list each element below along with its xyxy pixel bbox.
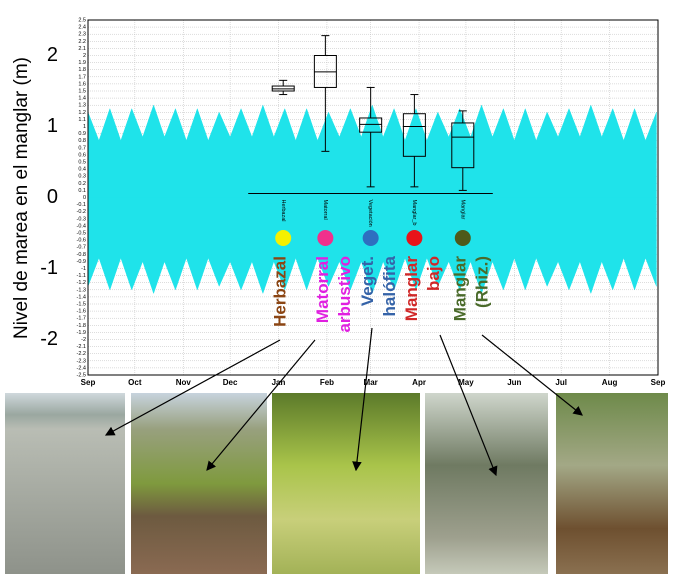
y-tick-label: 2: [83, 53, 86, 59]
y-tick-label: 0: [83, 195, 86, 201]
legend-dot: [455, 230, 471, 246]
habitat-label: Manglar: [450, 256, 469, 322]
x-tick-label: Feb: [320, 378, 334, 387]
y-major-tick-label: 2: [47, 44, 58, 66]
y-tick-label: -0.7: [77, 245, 86, 251]
photo-manglar-bajo: [425, 393, 548, 574]
x-tick-label: Aug: [602, 378, 618, 387]
x-tick-label: Sep: [81, 378, 96, 387]
habitat-label: halófita: [380, 255, 399, 316]
habitat-label: (Rhiz.): [472, 256, 491, 308]
y-tick-label: -1.7: [77, 316, 86, 322]
y-tick-label: -1.3: [77, 287, 86, 293]
x-tick-label: Apr: [412, 378, 426, 387]
y-tick-label: -0.9: [77, 259, 86, 265]
y-tick-label: -1.8: [77, 323, 86, 329]
y-tick-label: 1.8: [78, 67, 86, 73]
y-tick-label: -1.4: [77, 294, 86, 300]
y-tick-label: 0.1: [78, 188, 86, 194]
y-major-tick-label: -1: [40, 257, 58, 279]
y-tick-label: -2: [81, 337, 86, 343]
y-tick-label: 0.3: [78, 174, 86, 180]
y-tick-label: 0.8: [78, 138, 86, 144]
y-tick-label: -0.3: [77, 216, 86, 222]
photo-manglar-rhiz: [556, 393, 668, 574]
y-tick-label: 2.2: [78, 39, 86, 45]
y-tick-label: 1.6: [78, 81, 86, 87]
y-tick-label: -1.5: [77, 301, 86, 307]
photo-matorral: [131, 393, 267, 574]
legend-dot: [275, 230, 291, 246]
y-tick-label: 0.5: [78, 159, 86, 165]
habitat-label: Manglar: [402, 256, 421, 322]
y-tick-label: 0.9: [78, 131, 86, 137]
habitat-label: Matorral: [313, 256, 332, 323]
y-tick-label: -0.1: [77, 202, 86, 208]
x-tick-label: Dec: [223, 378, 238, 387]
y-tick-label: -2.3: [77, 358, 86, 364]
habitat-label: bajo: [424, 256, 443, 291]
y-tick-label: 2.5: [78, 17, 86, 23]
y-tick-label: 2.1: [78, 46, 86, 52]
y-tick-label: -2.2: [77, 351, 86, 357]
y-major-tick-label: -2: [40, 328, 58, 350]
legend-dot: [317, 230, 333, 246]
y-axis-title: Nivel de marea en el manglar (m): [11, 57, 32, 339]
y-tick-label: -2.4: [77, 365, 86, 371]
y-tick-label: 1: [83, 124, 86, 130]
y-tick-label: -0.4: [77, 223, 86, 229]
y-major-tick-label: 1: [47, 115, 58, 137]
y-tick-label: -1: [81, 266, 86, 272]
y-tick-label: 1.3: [78, 103, 86, 109]
y-tick-label: -1.9: [77, 330, 86, 336]
x-tick-label: Oct: [128, 378, 142, 387]
y-tick-label: 1.9: [78, 60, 86, 66]
x-tick-label: Jan: [272, 378, 286, 387]
y-tick-label: 0.7: [78, 145, 86, 151]
y-major-tick-label: 0: [47, 186, 58, 208]
y-tick-label: -0.8: [77, 252, 86, 258]
box-name: Herbazal: [280, 200, 286, 222]
habitat-label: arbustivo: [335, 256, 354, 333]
y-tick-label: 0.2: [78, 181, 86, 187]
box-name: Matorral: [322, 200, 328, 220]
x-tick-label: Nov: [176, 378, 192, 387]
y-tick-label: -2.1: [77, 344, 86, 350]
y-tick-label: 2.3: [78, 32, 86, 38]
tide-area: [88, 105, 656, 197]
y-tick-label: 0.6: [78, 152, 86, 158]
box-name: Manglar_b: [411, 200, 417, 226]
photo-herbazal: [5, 393, 125, 574]
photo-halofita: [272, 393, 420, 574]
box-name: Vegetación: [367, 200, 373, 227]
x-tick-label: Jun: [507, 378, 521, 387]
legend-dot: [406, 230, 422, 246]
y-tick-label: 1.7: [78, 74, 86, 80]
y-tick-label: -0.5: [77, 230, 86, 236]
y-tick-label: 1.1: [78, 117, 86, 123]
x-tick-label: Sep: [651, 378, 666, 387]
y-tick-label: -1.2: [77, 280, 86, 286]
y-tick-label: -1.1: [77, 273, 86, 279]
habitat-label: Herbazal: [271, 256, 290, 327]
y-tick-label: 2.4: [78, 25, 86, 31]
box-name: Manglar: [459, 200, 465, 220]
y-tick-label: 1.5: [78, 88, 86, 94]
y-tick-label: 1.2: [78, 110, 86, 116]
legend-dot: [363, 230, 379, 246]
y-tick-label: -0.6: [77, 238, 86, 244]
y-tick-label: -0.2: [77, 209, 86, 215]
y-tick-label: 1.4: [78, 96, 86, 102]
figure: Nivel de marea en el manglar (m) 2.52.42…: [0, 0, 673, 574]
y-tick-label: -1.6: [77, 309, 86, 315]
habitat-label: Veget.: [358, 256, 377, 306]
y-tick-label: 0.4: [78, 167, 86, 173]
plot: 2.52.42.32.22.121.91.81.71.61.51.41.31.2…: [40, 17, 665, 387]
x-tick-label: Jul: [555, 378, 567, 387]
